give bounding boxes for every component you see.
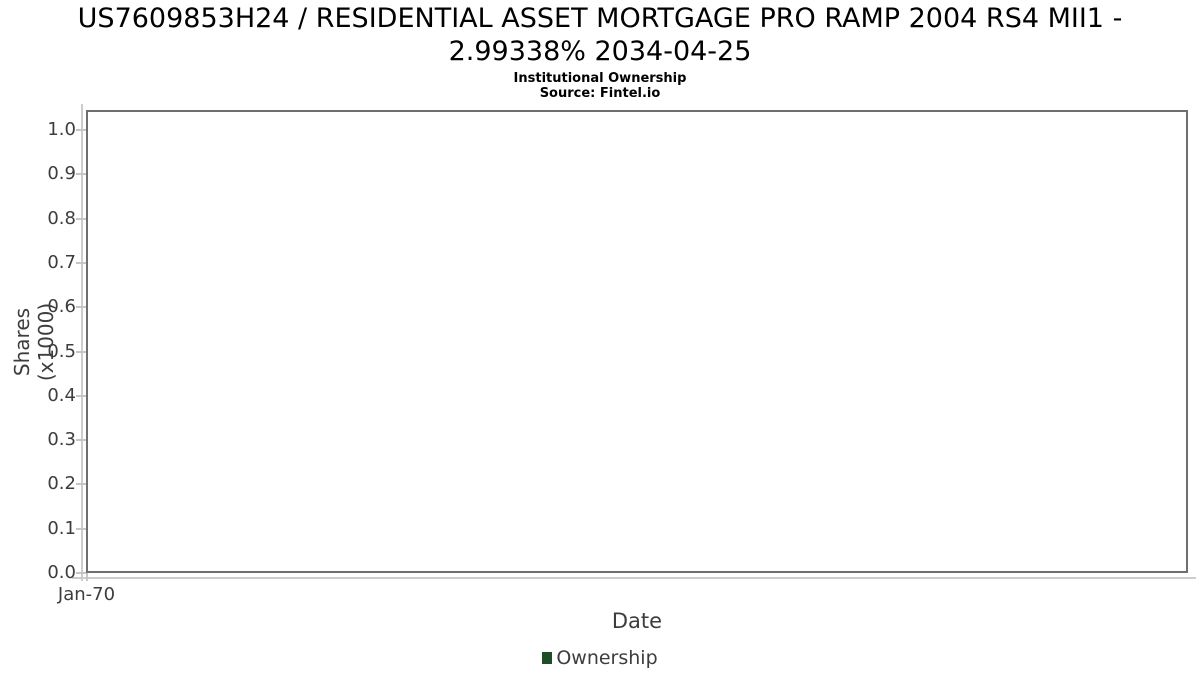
y-tick-label: 1.0 — [47, 119, 76, 140]
y-tick-mark — [76, 527, 86, 530]
y-tick-mark — [76, 217, 86, 220]
y-tick-label: 0.7 — [47, 251, 76, 273]
y-tick-label: 0.0 — [47, 562, 76, 583]
chart-title-line1: US7609853H24 / RESIDENTIAL ASSET MORTGAG… — [77, 3, 1123, 34]
chart-title-line2: 2.99338% 2034-04-25 — [448, 36, 752, 67]
y-tick-label: 0.6 — [47, 296, 76, 318]
axis-offset-line-left — [81, 104, 83, 581]
y-tick-mark — [76, 572, 86, 574]
y-axis-label: Shares (x1000) — [10, 302, 58, 382]
y-tick-mark — [76, 394, 86, 397]
y-tick-mark — [76, 261, 86, 264]
legend-series-label: Ownership — [556, 647, 658, 669]
y-tick-mark — [76, 350, 86, 353]
y-tick-label: 0.9 — [47, 163, 76, 185]
y-tick-label: 0.2 — [47, 473, 76, 495]
y-tick-label: 0.1 — [47, 517, 76, 539]
y-tick-label: 0.3 — [47, 429, 76, 451]
legend: Ownership — [0, 645, 1200, 671]
x-tick-label: Jan-70 — [57, 584, 116, 605]
chart-source: Source: Fintel.io — [539, 86, 661, 101]
y-tick-mark — [76, 306, 86, 309]
y-tick-label: 0.4 — [47, 384, 76, 406]
y-tick-label: 0.8 — [47, 207, 76, 229]
plot-area — [86, 110, 1188, 573]
x-tick-mark — [86, 573, 88, 581]
x-axis-label: Date — [611, 609, 663, 633]
axis-offset-line-bottom — [72, 577, 1196, 579]
chart-subtitle: Institutional Ownership — [513, 71, 687, 86]
y-tick-mark — [76, 483, 86, 486]
y-tick-mark — [76, 173, 86, 176]
y-tick-label: 0.5 — [47, 340, 76, 362]
y-tick-mark — [76, 129, 86, 131]
chart-header: US7609853H24 / RESIDENTIAL ASSET MORTGAG… — [0, 2, 1200, 101]
y-tick-mark — [76, 439, 86, 442]
legend-swatch-icon — [542, 652, 553, 664]
